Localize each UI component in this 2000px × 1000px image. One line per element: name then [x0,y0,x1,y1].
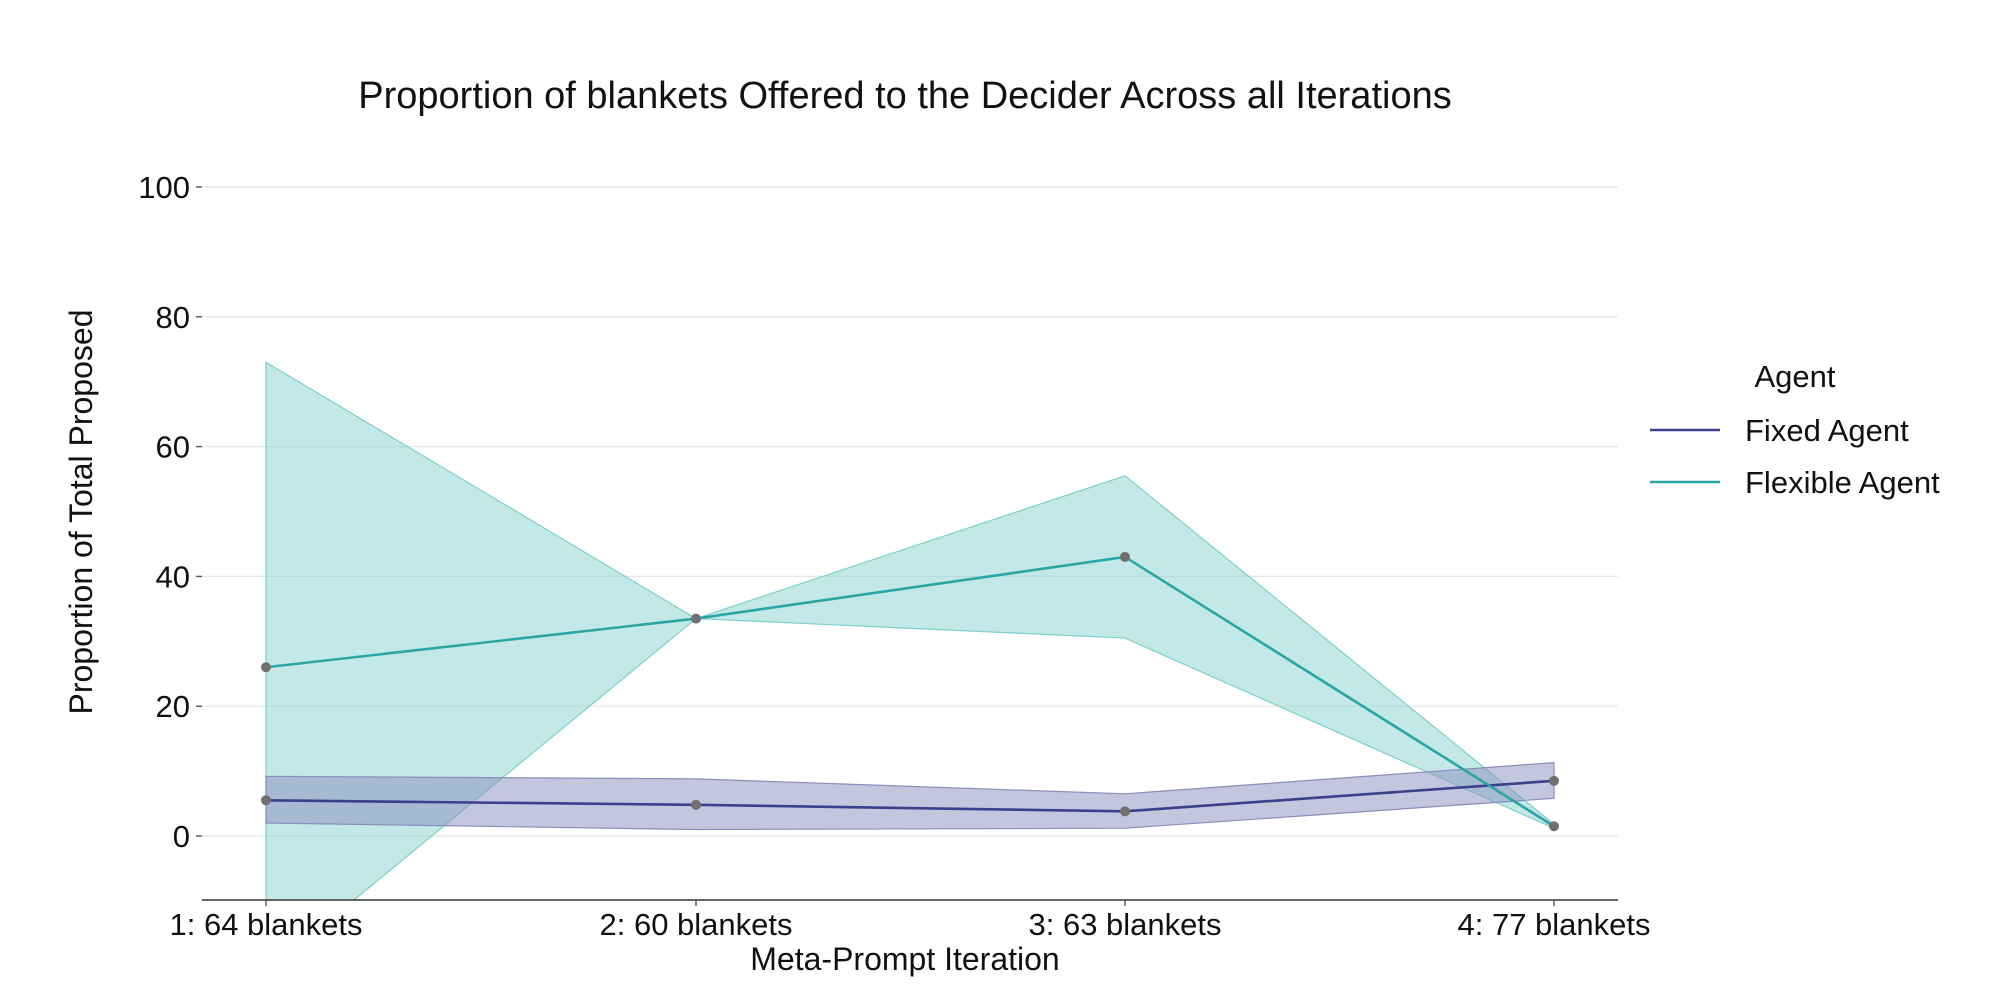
x-axis-label: Meta-Prompt Iteration [750,941,1059,977]
y-tick-label: 0 [173,819,190,854]
data-point-fixed-agent [261,795,271,806]
confidence-band-flexible-agent [265,361,1555,900]
series-line-fixed-agent [265,779,1555,813]
x-tick-label: 1: 64 blankets [169,907,362,942]
y-tick-label: 20 [156,689,190,724]
legend-title: Agent [1754,359,1835,394]
x-tick-label: 2: 60 blankets [599,907,792,942]
legend: Agent Fixed Agent Flexible Agent [1650,359,1940,500]
data-point-fixed-agent [1120,806,1130,817]
confidence-bands [265,361,1555,900]
data-point-flexible-agent [1120,551,1130,562]
series-markers [261,551,1559,832]
x-tick-label: 3: 63 blankets [1028,907,1221,942]
data-point-flexible-agent [261,662,271,673]
axes: 0 20 40 60 80 100 1: 64 blankets 2: 60 blankets… [138,170,1650,942]
grid [202,186,1618,837]
data-point-fixed-agent [691,799,701,810]
legend-label: Flexible Agent [1745,465,1940,500]
y-tick-label: 60 [156,430,190,465]
y-tick-label: 100 [138,170,190,205]
confidence-band-fixed-agent [265,762,1555,831]
series-lines [265,555,1555,828]
data-point-fixed-agent [1549,775,1559,786]
x-tick-label: 4: 77 blankets [1457,907,1650,942]
y-tick-label: 40 [156,559,190,594]
legend-label: Fixed Agent [1745,413,1909,448]
y-axis-label: Proportion of Total Proposed [63,310,99,715]
chart-title: Proportion of blankets Offered to the De… [358,75,1451,117]
series-line-flexible-agent [265,555,1555,828]
y-tick-label: 80 [156,300,190,335]
data-point-flexible-agent [691,613,701,624]
data-point-flexible-agent [1549,821,1559,832]
